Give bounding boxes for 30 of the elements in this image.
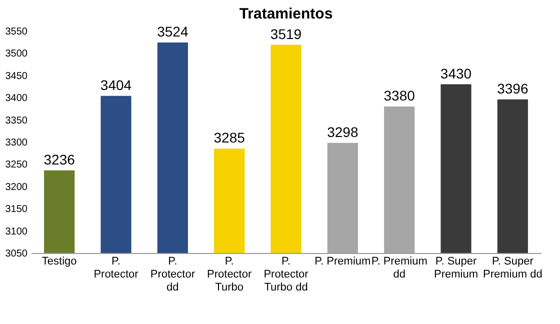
data-label: 3404 [100, 76, 132, 93]
y-tick-label: 3350 [5, 115, 28, 126]
x-tick-label: P. Super Premium [434, 256, 478, 280]
data-label: 3430 [440, 65, 472, 82]
x-tick-label: P. Protector Turbo dd [264, 256, 309, 294]
y-tick-label: 3150 [5, 204, 28, 216]
chart-title: Tratamientos [239, 6, 333, 23]
y-tick-label: 3450 [5, 70, 28, 82]
x-tick-label: P. Protector Turbo [207, 256, 252, 294]
x-tick-label: Testigo [42, 256, 77, 268]
y-tick-label: 3100 [5, 226, 28, 238]
y-tick-label: 3550 [5, 26, 28, 38]
y-tick-label: 3400 [5, 93, 28, 104]
data-label: 3396 [497, 80, 528, 96]
x-tick-label: P. Premium [314, 256, 371, 268]
data-label: 3524 [157, 24, 188, 40]
data-label: 3519 [270, 26, 302, 42]
x-tick-label: P. Super Premium dd [483, 256, 542, 280]
x-tick-label: P. Premium dd [371, 256, 428, 280]
y-tick-label: 3250 [5, 160, 28, 171]
y-tick-label: 3300 [5, 138, 28, 148]
data-label: 3298 [327, 124, 358, 140]
data-label: 3285 [214, 130, 246, 146]
y-tick-label: 3200 [5, 182, 28, 193]
x-tick-label: P. Protector dd [150, 256, 196, 294]
y-tick-label: 3050 [5, 248, 28, 260]
y-tick-label: 3500 [5, 48, 28, 60]
data-label: 3236 [44, 151, 76, 168]
data-label: 3380 [384, 87, 416, 104]
x-tick-label: P. Protector [94, 256, 139, 280]
